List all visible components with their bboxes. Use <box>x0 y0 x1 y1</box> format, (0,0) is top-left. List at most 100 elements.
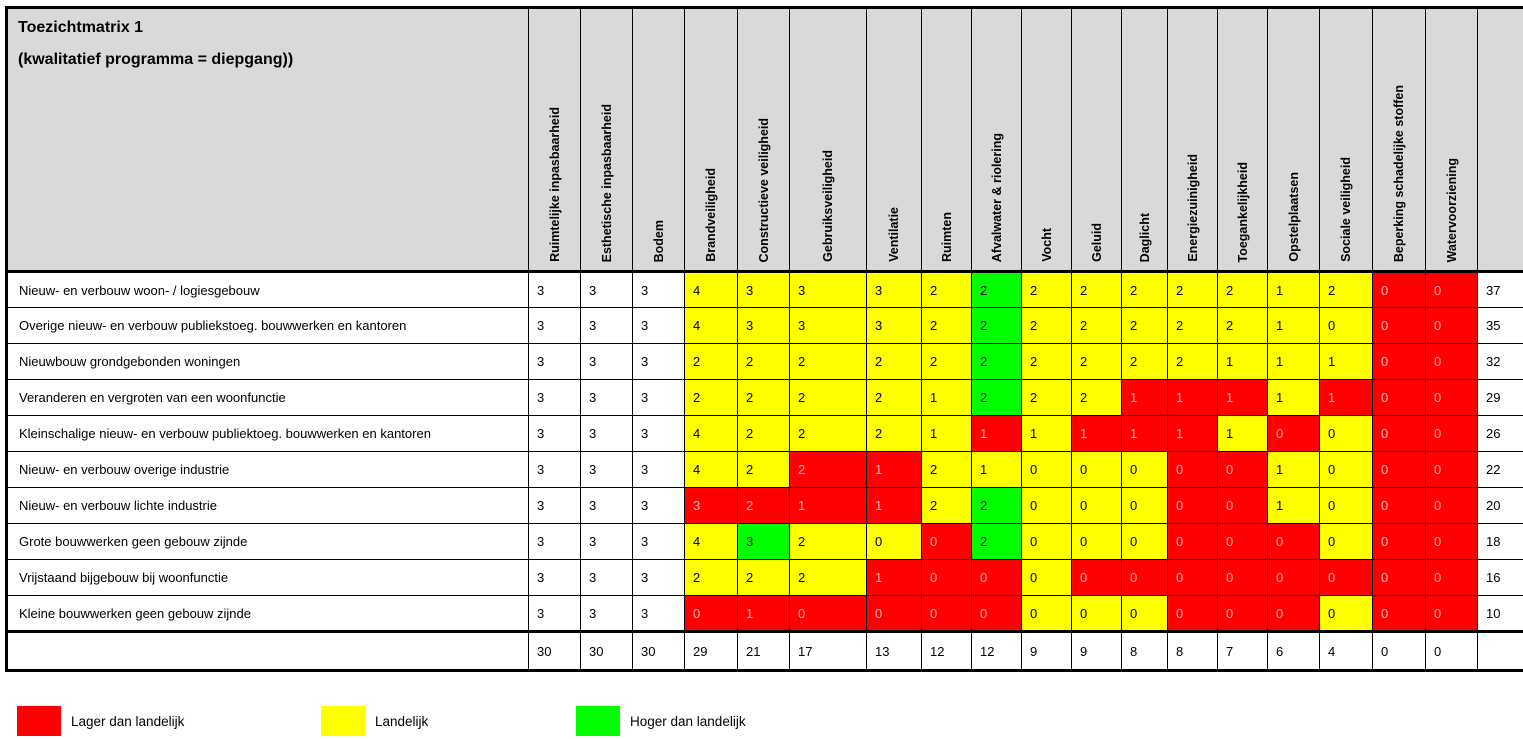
row-label: Kleinschalige nieuw- en verbouw publiekt… <box>6 415 529 452</box>
score-cell: 1 <box>866 487 922 524</box>
score-cell: 0 <box>1071 487 1122 524</box>
column-total: 7 <box>1217 630 1268 671</box>
col-header-toegankelijkheid: Toegankelijkheid <box>1217 7 1268 273</box>
score-cell: 0 <box>1217 487 1268 524</box>
col-header-label: Opstelplaatsen <box>1286 172 1301 262</box>
score-cell: 4 <box>684 271 738 308</box>
score-cell: 0 <box>921 523 972 560</box>
col-header-bodem: Bodem <box>632 7 685 273</box>
score-cell: 0 <box>1425 487 1478 524</box>
col-header-opstelplaatsen: Opstelplaatsen <box>1267 7 1320 273</box>
column-total: 30 <box>580 630 633 671</box>
col-header-label: Ventilatie <box>887 207 901 262</box>
row-label: Overige nieuw- en verbouw publiekstoeg. … <box>6 307 529 344</box>
score-cell: 2 <box>971 523 1022 560</box>
column-total: 12 <box>971 630 1022 671</box>
score-cell: 3 <box>528 595 581 632</box>
col-header-ruimten: Ruimten <box>921 7 972 273</box>
score-cell: 2 <box>684 343 738 380</box>
score-cell: 2 <box>866 343 922 380</box>
legend: Lager dan landelijk Landelijk Hoger dan la… <box>0 706 1523 739</box>
score-cell: 3 <box>632 271 685 308</box>
score-cell: 1 <box>971 451 1022 488</box>
column-total: 29 <box>684 630 738 671</box>
col-header-gebruiksveiligheid: Gebruiksveiligheid <box>789 7 867 273</box>
score-cell: 0 <box>1021 559 1072 596</box>
col-header-label: Afvalwater & riolering <box>989 132 1004 262</box>
score-cell: 2 <box>921 307 972 344</box>
totals-label-cell <box>6 630 529 671</box>
row-total: 22 <box>1477 451 1523 488</box>
score-cell: 2 <box>737 415 790 452</box>
score-cell: 2 <box>789 343 867 380</box>
score-cell: 3 <box>737 523 790 560</box>
score-cell: 0 <box>866 595 922 632</box>
score-cell: 0 <box>1425 379 1478 416</box>
score-cell: 4 <box>684 415 738 452</box>
score-cell: 4 <box>684 523 738 560</box>
column-total: 12 <box>921 630 972 671</box>
score-cell: 0 <box>1372 523 1426 560</box>
score-cell: 2 <box>866 415 922 452</box>
score-cell: 3 <box>632 307 685 344</box>
score-cell: 3 <box>528 379 581 416</box>
col-header-sociale-veiligheid: Sociale veiligheid <box>1319 7 1373 273</box>
score-cell: 2 <box>866 379 922 416</box>
column-total: 30 <box>632 630 685 671</box>
score-cell: 1 <box>1167 415 1218 452</box>
score-cell: 0 <box>1372 379 1426 416</box>
score-cell: 0 <box>1372 271 1426 308</box>
row-label: Nieuw- en verbouw woon- / logiesgebouw <box>6 271 529 308</box>
column-total: 4 <box>1319 630 1373 671</box>
score-cell: 1 <box>737 595 790 632</box>
score-cell: 2 <box>1121 271 1168 308</box>
score-cell: 0 <box>1372 595 1426 632</box>
col-header-ruimtelijke-inpasbaarheid: Ruimtelijke inpasbaarheid <box>528 7 581 273</box>
legend-swatch <box>321 706 365 736</box>
score-cell: 1 <box>1217 343 1268 380</box>
score-cell: 0 <box>1425 415 1478 452</box>
header-row: Toezichtmatrix 1 (kwalitatief programma … <box>6 7 1523 273</box>
col-header-label: Bodem <box>651 219 666 262</box>
score-cell: 3 <box>528 271 581 308</box>
score-cell: 0 <box>1121 559 1168 596</box>
score-cell: 3 <box>580 379 633 416</box>
score-cell: 2 <box>1021 343 1072 380</box>
score-cell: 1 <box>866 559 922 596</box>
row-total: 35 <box>1477 307 1523 344</box>
score-cell: 0 <box>1267 523 1320 560</box>
score-cell: 0 <box>1021 487 1072 524</box>
score-cell: 1 <box>921 415 972 452</box>
score-cell: 0 <box>1267 595 1320 632</box>
score-cell: 0 <box>1071 595 1122 632</box>
column-total: 0 <box>1372 630 1426 671</box>
score-cell: 1 <box>1267 487 1320 524</box>
toezichtmatrix-table: Toezichtmatrix 1 (kwalitatief programma … <box>5 6 1523 672</box>
score-cell: 0 <box>1167 487 1218 524</box>
score-cell: 3 <box>632 487 685 524</box>
row-total: 37 <box>1477 271 1523 308</box>
score-cell: 3 <box>580 559 633 596</box>
score-cell: 2 <box>971 307 1022 344</box>
score-cell: 0 <box>1319 451 1373 488</box>
score-cell: 0 <box>1021 451 1072 488</box>
score-cell: 0 <box>1372 343 1426 380</box>
score-cell: 3 <box>580 343 633 380</box>
col-header-label: Ruimtelijke inpasbaarheid <box>547 107 562 262</box>
total-column-header <box>1477 7 1523 273</box>
score-cell: 0 <box>1121 451 1168 488</box>
score-cell: 0 <box>1121 523 1168 560</box>
score-cell: 3 <box>632 595 685 632</box>
legend-item: Landelijk <box>321 706 428 736</box>
score-cell: 2 <box>737 487 790 524</box>
legend-label: Lager dan landelijk <box>71 713 185 729</box>
row-total: 29 <box>1477 379 1523 416</box>
col-header-label: Energiezuinigheid <box>1185 154 1200 262</box>
score-cell: 2 <box>684 559 738 596</box>
score-cell: 0 <box>1267 415 1320 452</box>
score-cell: 1 <box>1319 343 1373 380</box>
score-cell: 0 <box>1071 559 1122 596</box>
score-cell: 3 <box>528 559 581 596</box>
score-cell: 3 <box>737 271 790 308</box>
column-total: 8 <box>1121 630 1168 671</box>
